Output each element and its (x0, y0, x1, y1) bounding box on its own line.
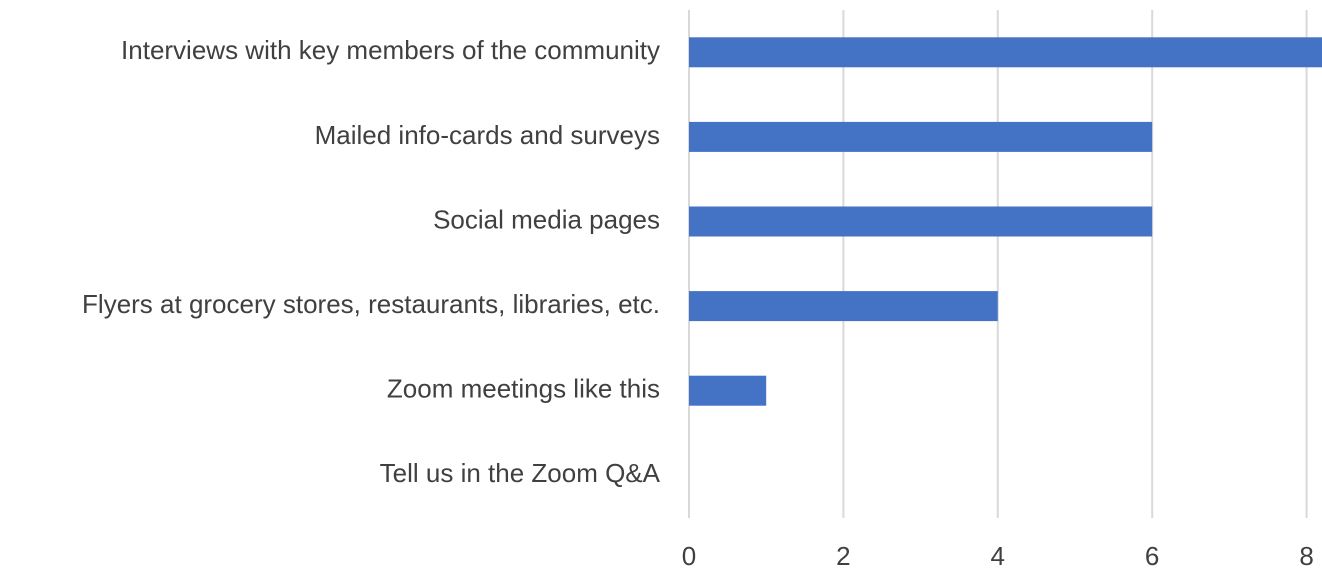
x-tick-label: 4 (991, 541, 1005, 571)
bar (689, 37, 1322, 68)
y-tick-label: Zoom meetings like this (387, 374, 660, 404)
x-tick-label: 2 (836, 541, 850, 571)
bar (689, 375, 767, 406)
y-tick-label: Interviews with key members of the commu… (121, 35, 660, 65)
x-tick-label: 6 (1145, 541, 1159, 571)
bar (689, 206, 1153, 237)
bar (689, 121, 1153, 152)
y-tick-label: Mailed info-cards and surveys (315, 120, 660, 150)
y-tick-label: Flyers at grocery stores, restaurants, l… (82, 289, 660, 319)
x-tick-label: 8 (1299, 541, 1313, 571)
bar (689, 291, 998, 322)
y-tick-label: Tell us in the Zoom Q&A (380, 458, 661, 488)
y-tick-label: Social media pages (433, 204, 660, 234)
x-tick-label: 0 (682, 541, 696, 571)
